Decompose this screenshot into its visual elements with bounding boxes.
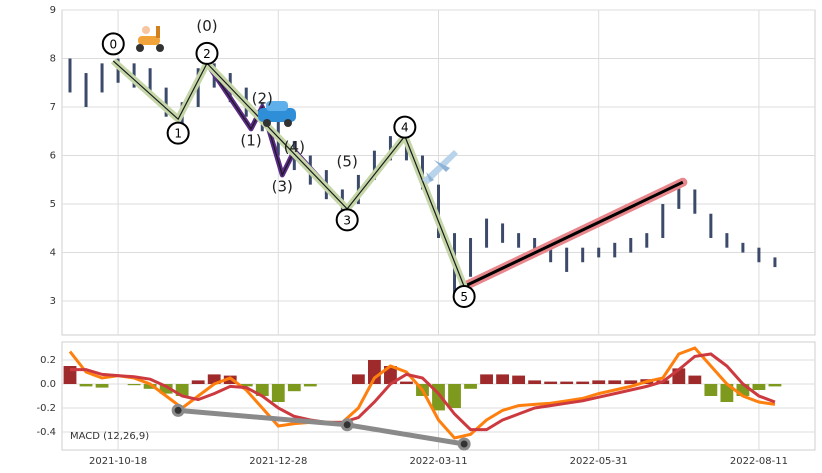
subwave-label: (3) [272,177,293,195]
wave-marker [195,41,219,65]
macd-line [68,346,776,440]
wave-marker [101,32,125,56]
scooter-icon [136,26,164,52]
macd-histogram-bar [159,384,173,394]
subwave-label: (2) [252,90,273,108]
wave-marker [166,121,190,145]
macd-histogram-bar [704,384,718,396]
macd-histogram-bar [79,384,93,387]
macd-histogram-bar [560,381,574,384]
y-tick-label: -0.2 [36,403,56,414]
macd-histogram-bar [608,380,622,384]
macd-histogram-bar [271,384,285,402]
x-tick-label: 2022-08-11 [730,456,788,467]
car-icon [258,101,296,127]
macd-histogram-bar [191,380,205,384]
wave-label: 3 [343,213,351,227]
macd-histogram-bar [448,384,461,408]
macd-histogram-bar [143,384,157,389]
macd-histogram-bar [400,381,413,384]
macd-histogram-bar [496,374,509,384]
macd-histogram-bar [207,374,221,384]
y-tick-label: 0.0 [40,379,56,390]
macd-histogram-bar [592,380,606,384]
subwave-label: (5) [337,152,358,170]
wave-marker [393,115,417,139]
macd-histogram-bar [752,384,766,390]
macd-histogram-bar [624,380,638,384]
macd-histogram-bar [576,381,590,384]
macd-histogram-bar [528,380,542,384]
wave-label: 5 [460,290,468,304]
wave-marker [452,284,476,308]
macd-histogram-bar [544,381,558,384]
macd-histogram-bar [95,384,109,388]
y-tick-label: 0.2 [40,355,56,366]
macd-histogram-bar [720,384,734,402]
x-tick-label: 2021-10-18 [89,456,147,467]
macd-annotation: MACD (12,26,9) [70,431,149,442]
macd-histogram-bar [351,374,365,384]
macd-histogram-bar [384,366,397,384]
macd-histogram-bar [768,384,782,387]
subwave-label: (4) [284,138,305,156]
y-tick-label: 4 [50,248,56,259]
wave-label: 1 [174,127,182,141]
x-tick-label: 2022-05-31 [570,456,628,467]
subwave-label: (1) [240,131,261,149]
divergence-point [457,437,471,451]
divergence-point [171,403,185,417]
macd-histogram-bar [480,374,493,384]
macd-histogram-bar [512,375,526,384]
macd-line [70,352,776,432]
macd-histogram-bar [239,384,253,387]
wave-label: 0 [109,37,117,51]
divergence-point [340,418,354,432]
y-tick-label: -0.4 [36,427,56,438]
trend-line [463,180,684,288]
wave-marker [335,208,359,232]
y-tick-label: 8 [50,54,56,65]
y-tick-label: 6 [50,151,56,162]
waves-core-line [112,60,465,287]
macd-histogram-bar [127,384,141,386]
macd-histogram-bar [287,384,301,392]
wave-label: 4 [401,121,409,135]
y-tick-label: 7 [50,102,56,113]
y-tick-label: 5 [50,199,56,210]
y-tick-label: 3 [50,296,56,307]
macd-histogram-bar [303,384,317,387]
macd-histogram-bar [464,384,477,389]
plane-icon [422,150,458,184]
x-tick-label: 2021-12-28 [249,456,307,467]
macd-histogram-bar [688,375,702,384]
macd-histogram-bar [368,360,381,384]
y-tick-label: 9 [50,5,56,16]
wave-label: 2 [203,47,211,61]
x-tick-label: 2022-03-11 [409,456,467,467]
subwave-label: (0) [196,17,217,35]
